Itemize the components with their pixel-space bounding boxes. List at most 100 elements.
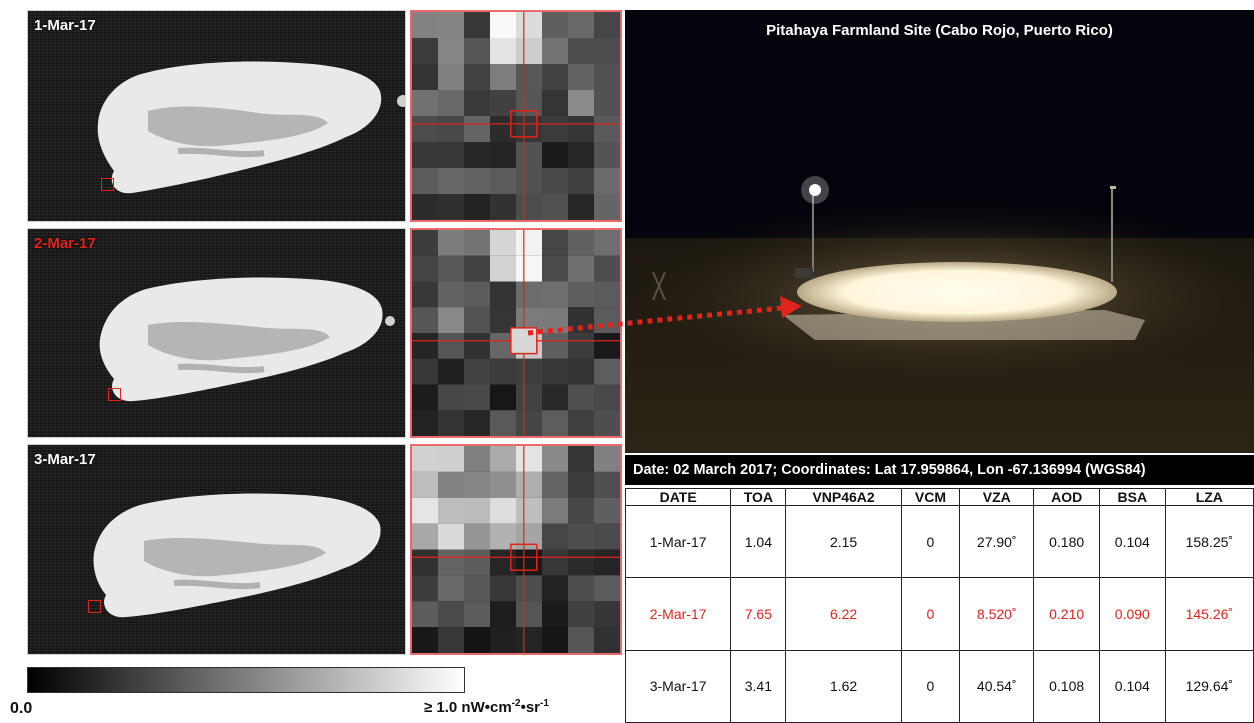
pixel-cell: [490, 497, 516, 524]
pixel-cell: [464, 410, 490, 436]
pixel-cell: [412, 307, 438, 333]
pixel-cell: [412, 410, 438, 436]
pixel-cell: [464, 384, 490, 411]
pixel-cell: [464, 627, 490, 653]
table-cell: 0.090: [1098, 577, 1166, 651]
pixel-cell: [542, 627, 568, 653]
pixel-cell: [594, 168, 620, 194]
pixel-cell: [542, 230, 568, 256]
column-header: AOD: [1033, 488, 1100, 506]
pixel-cell: [516, 523, 542, 550]
pixel-cell: [438, 38, 464, 64]
pixel-cell: [412, 575, 438, 602]
pixel-cell: [490, 523, 516, 550]
table-cell: 0.108: [1033, 649, 1100, 723]
pixel-cell: [464, 446, 490, 472]
pixel-cell: [490, 446, 516, 472]
pixel-cell: [412, 142, 438, 168]
pixel-cell: [516, 281, 542, 308]
table-cell: 1.62: [785, 649, 902, 723]
table-cell: 7.65: [730, 577, 787, 651]
pixel-cell: [568, 575, 594, 602]
roi-marker: [108, 388, 121, 401]
pixel-cell: [516, 446, 542, 472]
pixel-cell: [542, 384, 568, 411]
pixel-cell: [438, 384, 464, 411]
pixel-cell: [490, 575, 516, 602]
table-row: 3-Mar-17 3.41 1.62 0 40.54˚ 0.108 0.104 …: [624, 649, 1254, 723]
satellite-panel-1: 1-Mar-17: [27, 10, 406, 222]
pixel-grid: [412, 230, 620, 436]
pixel-cell: [542, 575, 568, 602]
table-row-highlighted: 2-Mar-17 7.65 6.22 0 8.520˚ 0.210 0.090 …: [624, 577, 1254, 651]
pixel-cell: [490, 64, 516, 90]
pixel-cell: [412, 358, 438, 385]
pixel-cell: [568, 410, 594, 436]
pixel-cell: [594, 384, 620, 411]
column-header: VZA: [959, 488, 1035, 506]
pixel-cell: [438, 281, 464, 308]
table-cell: 2-Mar-17: [624, 577, 732, 651]
pixel-cell: [594, 410, 620, 436]
pixel-cell: [490, 230, 516, 256]
colorbar-max-mid: •sr: [520, 699, 541, 716]
pixel-cell: [542, 90, 568, 116]
pixel-grid: [412, 446, 620, 653]
pixel-cell: [438, 575, 464, 602]
pixel-cell: [542, 601, 568, 628]
table-cell: 0: [900, 577, 961, 651]
pixel-cell: [438, 64, 464, 90]
pixel-cell: [542, 358, 568, 385]
pixel-cell: [438, 194, 464, 220]
pixel-cell: [438, 333, 464, 359]
pixel-cell: [516, 358, 542, 385]
pixel-cell: [542, 116, 568, 142]
pixel-cell: [412, 168, 438, 194]
table-cell: 1.04: [730, 504, 787, 579]
pixel-cell: [594, 90, 620, 116]
table-cell: 0.210: [1033, 577, 1100, 651]
pixel-cell: [438, 446, 464, 472]
pixel-cell: [464, 471, 490, 498]
table-cell: 0.104: [1098, 649, 1166, 723]
satellite-panel-2: 2-Mar-17: [27, 228, 406, 438]
pixel-cell: [412, 497, 438, 524]
zoom-panel-1: [410, 10, 622, 222]
table-row: 1-Mar-17 1.04 2.15 0 27.90˚ 0.180 0.104 …: [624, 504, 1254, 579]
pixel-cell: [516, 575, 542, 602]
table-cell: 6.22: [785, 577, 902, 651]
pixel-cell: [464, 142, 490, 168]
pixel-cell: [412, 281, 438, 308]
pixel-cell: [412, 64, 438, 90]
pixel-cell: [594, 194, 620, 220]
panel-date: 2-Mar-17: [34, 235, 96, 252]
pixel-cell: [412, 116, 438, 142]
table-header-row: DATE TOA VNP46A2 VCM VZA AOD BSA LZA: [624, 488, 1254, 506]
pixel-cell: [594, 116, 620, 142]
table-cell: 145.26˚: [1164, 577, 1254, 651]
pixel-cell: [568, 471, 594, 498]
colorbar-max-exp2: -1: [540, 698, 549, 709]
pixel-cell: [490, 601, 516, 628]
pixel-cell: [542, 255, 568, 282]
pixel-cell: [412, 230, 438, 256]
pixel-cell: [568, 90, 594, 116]
pixel-cell: [568, 64, 594, 90]
pixel-cell: [516, 410, 542, 436]
pixel-cell: [516, 627, 542, 653]
pixel-cell: [464, 523, 490, 550]
zoom-panel-2: [410, 228, 622, 438]
colorbar-min-label: 0.0: [10, 700, 33, 717]
pixel-cell: [594, 255, 620, 282]
pixel-cell: [542, 38, 568, 64]
pixel-cell: [412, 90, 438, 116]
pixel-cell: [438, 358, 464, 385]
colorbar: [27, 667, 465, 693]
pixel-cell: [568, 446, 594, 472]
pixel-cell: [412, 194, 438, 220]
pixel-cell: [438, 410, 464, 436]
target-pixel: [510, 110, 538, 138]
column-header: LZA: [1164, 488, 1254, 506]
pixel-cell: [568, 230, 594, 256]
pixel-cell: [464, 12, 490, 38]
